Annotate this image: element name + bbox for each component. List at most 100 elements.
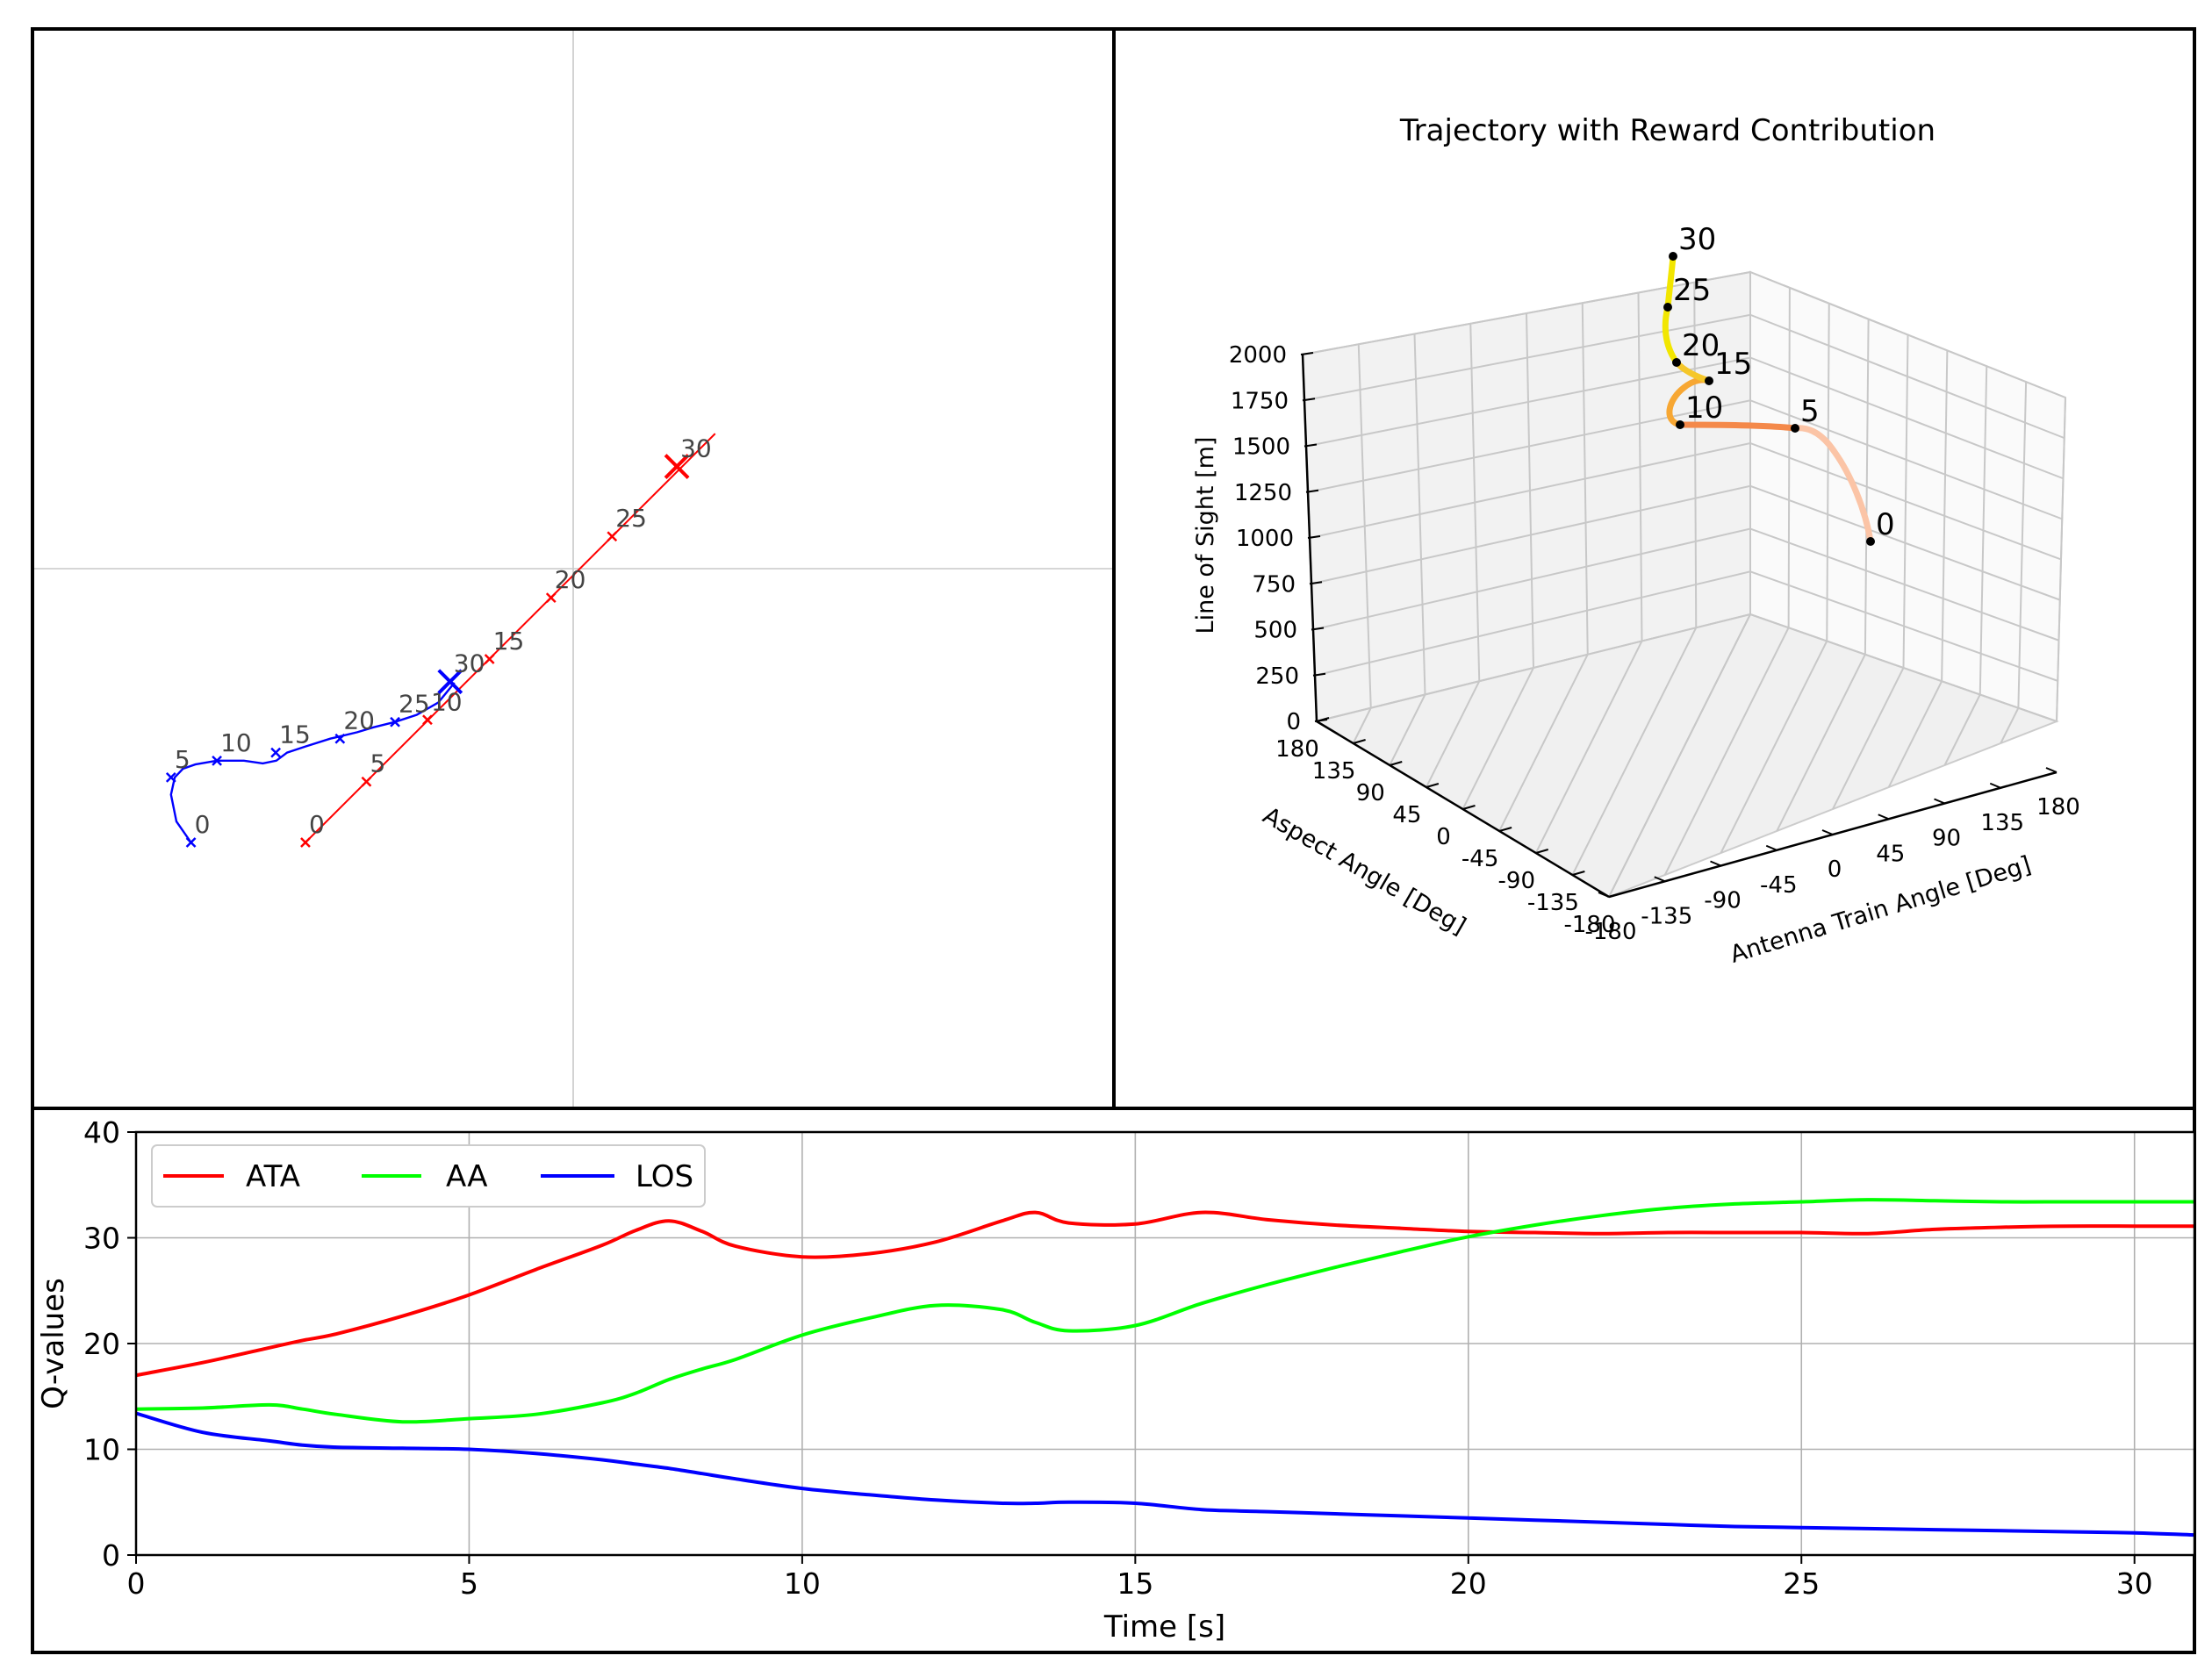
red-marker-15: [484, 654, 495, 664]
blue-marker-stroke: [185, 837, 197, 848]
series-line-aa: [135, 1198, 2194, 1424]
y-tick-label: 40: [83, 1115, 120, 1150]
trajectory-2d-plot: 0 5 10 15 20 25 30 0 5 10 15 20 25 30: [34, 31, 1112, 1107]
red-marker-label: 10: [431, 687, 463, 716]
y-floor-gridline: [1352, 707, 1372, 744]
y-tick-label: 10: [83, 1433, 120, 1467]
q-series-lines: [135, 1198, 2195, 1537]
z-tick-label: 0: [1286, 709, 1301, 735]
y-floor-gridline: [1498, 654, 1589, 832]
series-line-ata: [135, 1210, 2194, 1378]
x-floor-gridline: [1887, 680, 1943, 788]
y-tick-label: -45: [1462, 846, 1498, 872]
z-tick-label: 750: [1252, 571, 1296, 598]
x-floor-gridline: [1776, 654, 1866, 832]
y-wall-gridline: [1637, 292, 1643, 641]
blue-marker-label: 30: [454, 649, 485, 678]
trajectory-point-label: 20: [1682, 328, 1720, 363]
y-tick-mark: [1462, 805, 1476, 810]
y-floor-gridline: [1571, 627, 1698, 876]
x-tick-label: 10: [784, 1566, 821, 1601]
trajectory-point-15: [1705, 376, 1713, 385]
blue-marker-stroke: [270, 747, 282, 758]
y-wall-gridline: [1581, 303, 1589, 655]
y-tick-label: 90: [1356, 780, 1385, 806]
traj-segment-0-5: [1792, 425, 1874, 545]
red-marker-label: 15: [493, 627, 525, 656]
z-tick-mark: [1305, 489, 1319, 493]
x-tick-label: -135: [1641, 903, 1692, 929]
y-tick-label: 0: [102, 1538, 120, 1573]
z-tick-mark: [1307, 535, 1321, 539]
legend-label-aa: AA: [446, 1159, 487, 1194]
blue-marker-stroke: [212, 755, 222, 766]
blue-marker-10: [212, 755, 222, 766]
q-axis-ticks: 0 5 10 15 20 25 30 0 10 20 30 40: [83, 1115, 2153, 1601]
red-marker-label: 20: [555, 565, 586, 594]
y-tick-mark: [1316, 717, 1330, 722]
blue-marker-15: [270, 747, 282, 758]
x-floor-gridline: [1663, 627, 1790, 876]
trajectory-point-30: [1669, 252, 1677, 261]
z-tick-mark: [1311, 627, 1325, 631]
y-tick-label: -90: [1498, 868, 1535, 894]
legend-box: [151, 1144, 706, 1208]
q-y-axis-label: Q-values: [36, 1278, 71, 1409]
red-marker-stroke: [361, 776, 372, 787]
trajectory-3d-plot: Trajectory with Reward Contribution 0250…: [1192, 113, 2080, 969]
x-floor-gridline: [1720, 641, 1828, 854]
x-tick-label: 135: [1980, 810, 2024, 836]
y-tick-mark: [1426, 783, 1440, 788]
x-tick-mark: [1765, 844, 1778, 851]
x-wall-gridline: [1979, 366, 1988, 695]
z-tick-mark: [1309, 581, 1323, 585]
x-axis-label: Antenna Train Angle [Deg]: [1727, 851, 2035, 969]
x-wall-gridline: [1941, 350, 1949, 682]
blue-marker-label: 20: [343, 706, 375, 735]
blue-marker-stroke: [334, 733, 346, 744]
y-floor-gridline: [1389, 694, 1426, 766]
traj-segment-5-10: [1677, 421, 1799, 432]
trajectory-point-20: [1672, 358, 1681, 367]
blue-marker-20: [334, 733, 346, 744]
red-marker-stroke: [545, 592, 557, 603]
x-tick-mark: [1710, 860, 1721, 867]
x-tick-mark: [1598, 892, 1610, 898]
y-tick-mark: [1389, 761, 1403, 766]
y-tick-label: -135: [1527, 890, 1579, 916]
red-trajectory-line: [305, 433, 716, 843]
red-marker-label: 25: [615, 504, 647, 533]
z-tick-label: 1000: [1236, 526, 1294, 552]
y-tick-label: -180: [1563, 912, 1615, 938]
x-tick-mark: [1821, 829, 1834, 835]
trajectory-point-label: 25: [1673, 273, 1711, 308]
y-wall-gridline: [1526, 312, 1534, 669]
y-tick-label: 30: [83, 1222, 120, 1256]
red-marker-label: 5: [370, 749, 385, 778]
x-tick-label: 45: [1876, 841, 1905, 867]
blue-marker-stroke: [390, 716, 400, 727]
x-floor-gridline: [1943, 694, 1981, 766]
legend-label-ata: ATA: [246, 1159, 300, 1194]
x-tick-label: 0: [1828, 857, 1842, 883]
blue-marker-5: [165, 771, 176, 783]
y-tick-label: 135: [1312, 758, 1356, 785]
y-floor-gridline: [1608, 613, 1751, 898]
x-tick-label: -180: [1584, 919, 1636, 945]
red-marker-30: [664, 454, 690, 479]
trajectory-point-label: 10: [1685, 391, 1723, 426]
y-tick-label: 0: [1436, 824, 1451, 850]
z-tick-label: 1500: [1232, 434, 1290, 461]
blue-marker-label: 0: [195, 810, 211, 839]
trajectory-point-10: [1676, 420, 1684, 429]
red-marker-0: [300, 837, 311, 848]
red-marker-5: [361, 776, 372, 787]
x-floor-gridline: [2000, 707, 2020, 744]
x-tick-mark: [1878, 813, 1890, 821]
z-axis-label: Line of Sight [m]: [1192, 437, 1219, 634]
red-marker-stroke: [607, 531, 618, 542]
blue-marker-label: 15: [279, 720, 311, 749]
trajectory-point-label: 30: [1678, 222, 1716, 257]
